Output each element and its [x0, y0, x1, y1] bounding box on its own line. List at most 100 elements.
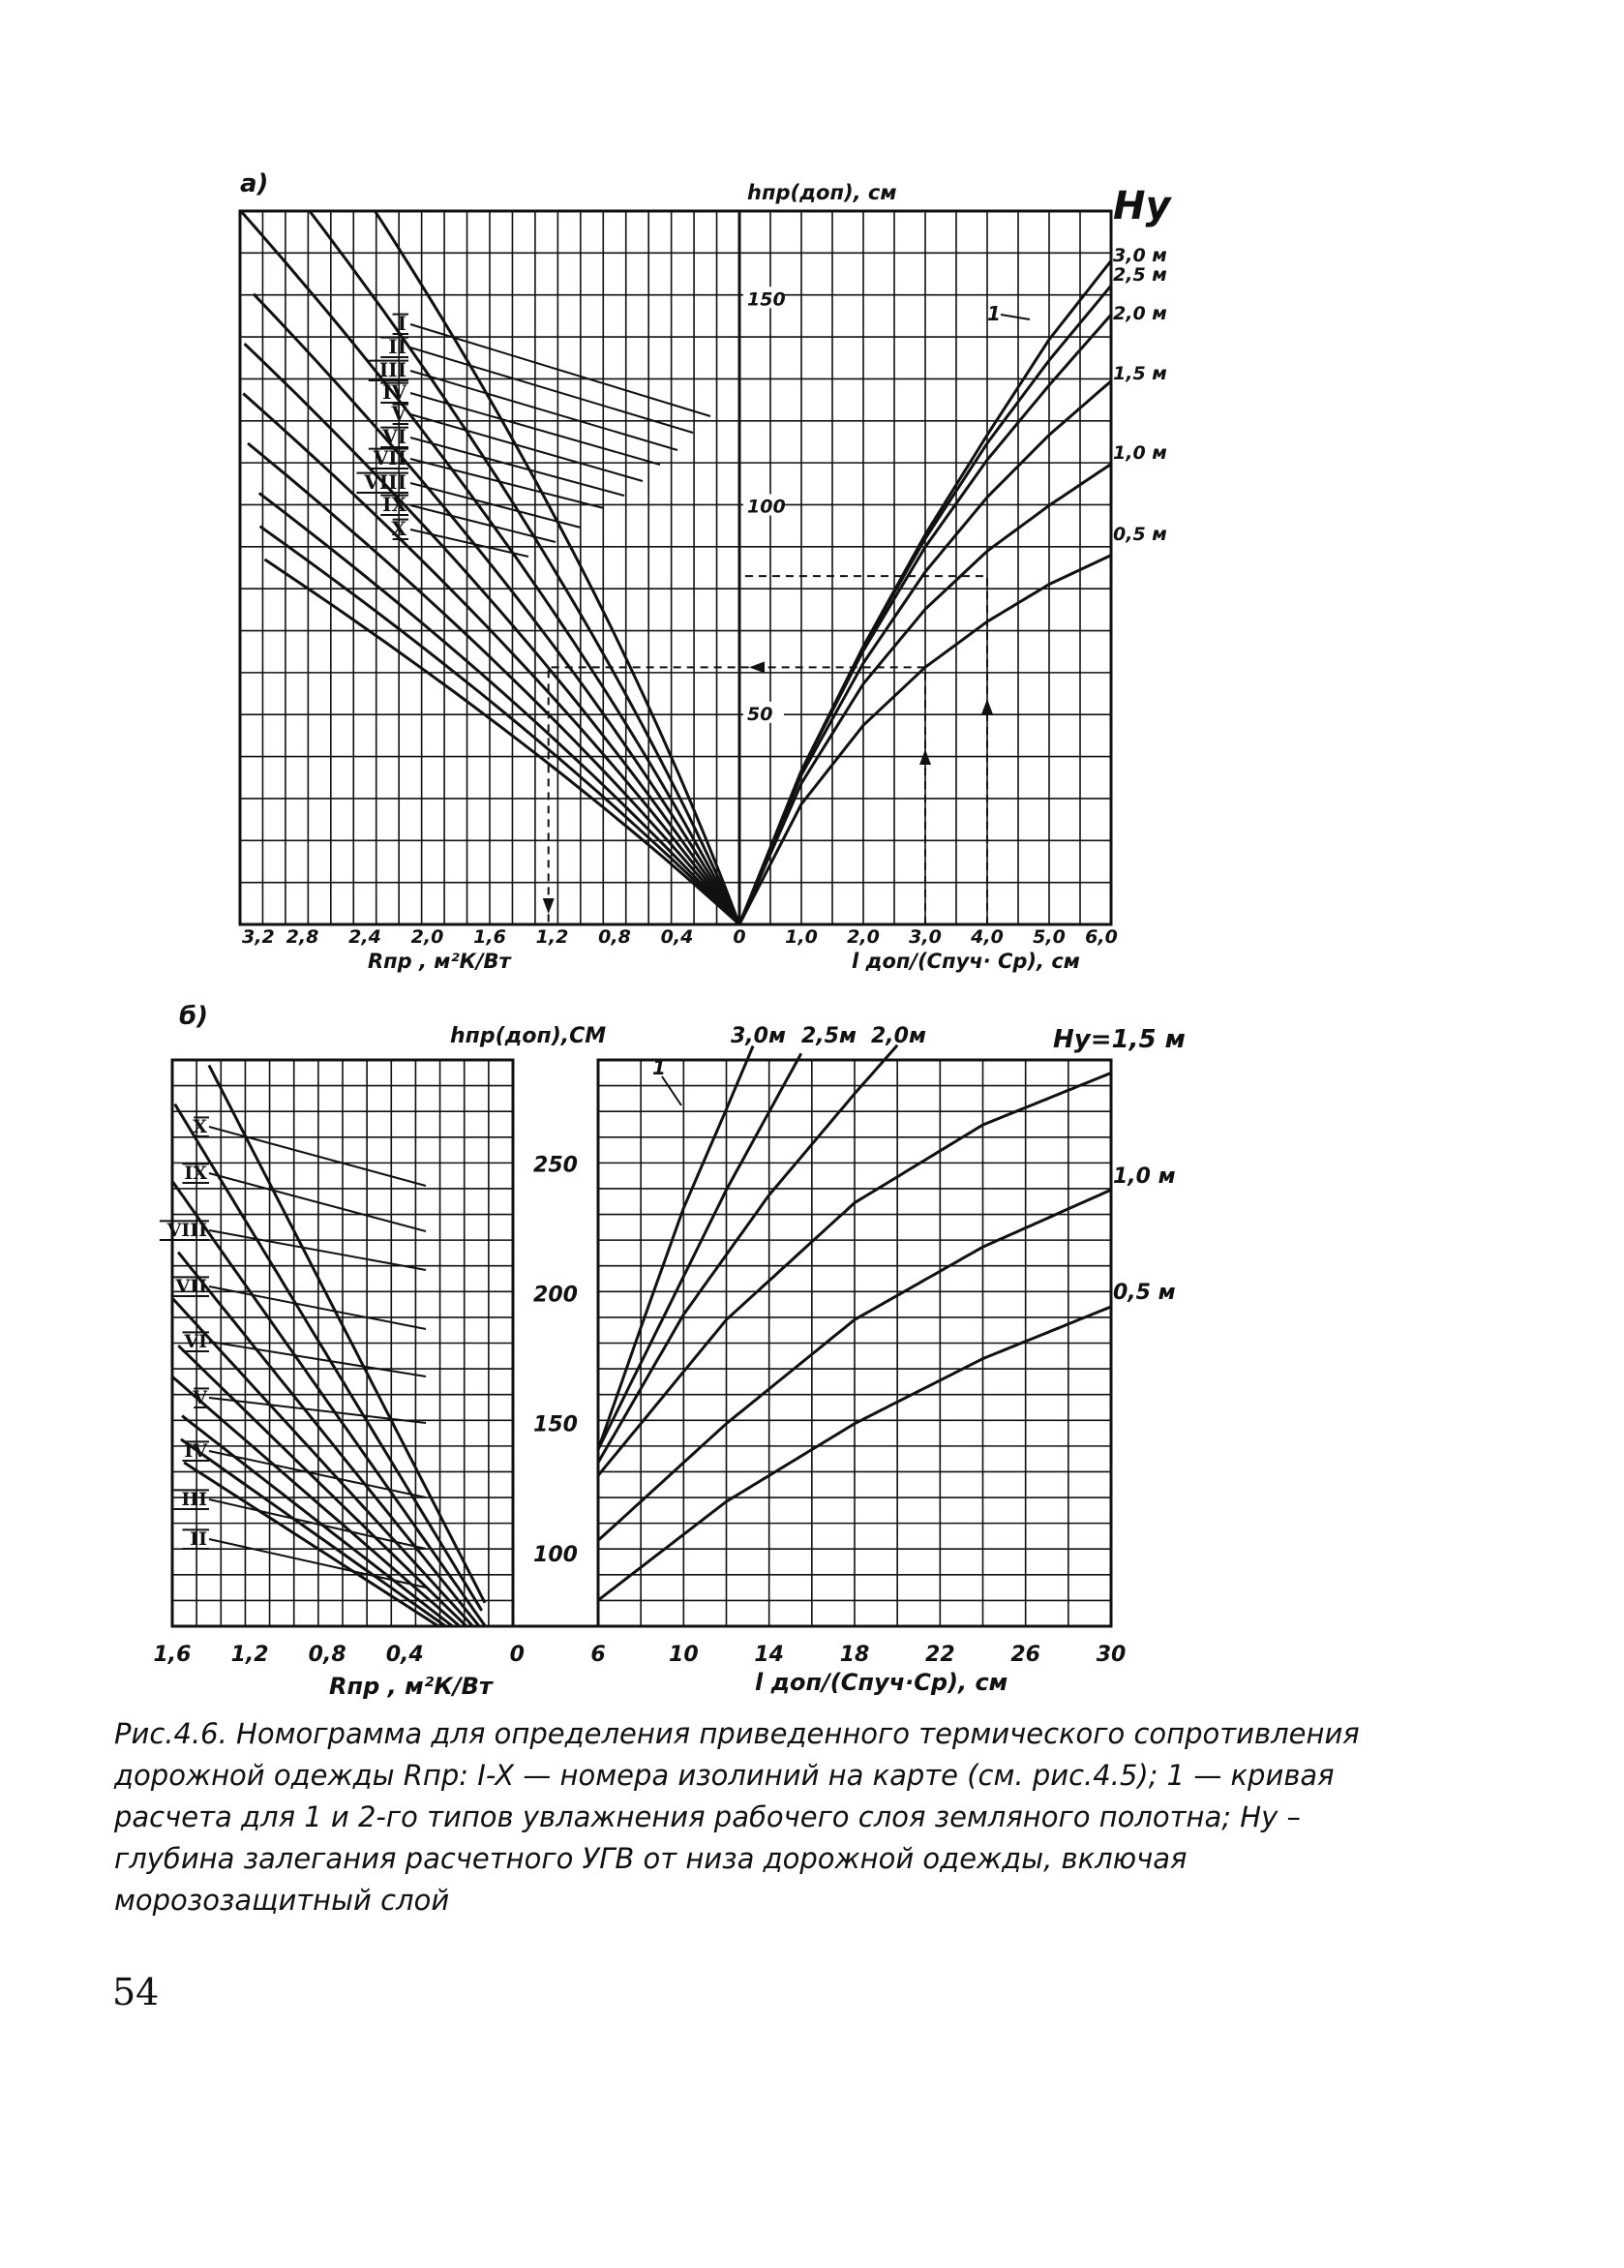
- panel-a-hy-label: Hу: [1113, 184, 1172, 228]
- panel-a-right-x-tick: 5,0: [1033, 926, 1066, 948]
- panel-a-left-x-tick: 3,2: [242, 926, 275, 948]
- panel-a-example-line-2: [739, 575, 988, 924]
- panel-a-isoline: [263, 558, 741, 926]
- panel-a-isoline-leader: [409, 347, 694, 434]
- panel-a-gwl-label: 0,5 м: [1113, 524, 1167, 545]
- panel-a-isoline-label: VI: [381, 425, 406, 448]
- panel-a-example-path: [542, 575, 993, 924]
- panel-a-tick-labels: 150 100 50 3,2 2,8 2,4 2,0 1,6 1,2 0,8 0,4 0 1,0 2,0 3…: [242, 287, 1118, 948]
- panel-b-isoline-leader: [208, 1229, 427, 1271]
- panel-a-isoline-label: IX: [382, 493, 406, 516]
- panel-b: б) hпр(доп),СМ Hу=1,5 м 1,0 м 0,5 м 3,0м 2,…: [154, 1002, 1186, 1700]
- panel-a-right-x-label: l доп/(Спуч· Ср), см: [852, 950, 1080, 973]
- panel-a-left-x-tick: 0,8: [598, 926, 631, 948]
- panel-a-arrow-left: [749, 661, 765, 674]
- panel-b-isoline: [177, 1345, 467, 1628]
- panel-a-frame: [238, 209, 1113, 926]
- panel-b-hy-label: Hу=1,5 м: [1053, 1025, 1186, 1054]
- panel-b-right-x-tick: 22: [925, 1643, 955, 1667]
- panel-b-isoline: [183, 1461, 439, 1628]
- panel-a-h-tick: 50: [747, 704, 772, 725]
- panel-b-isoline-leader: [208, 1341, 427, 1377]
- panel-a-isoline-leader: [409, 323, 711, 417]
- page-number: 54: [112, 1971, 160, 2013]
- panel-b-top-label: 2,5м: [801, 1024, 857, 1048]
- panel-b-isoline-leader: [208, 1285, 427, 1330]
- panel-a-left-x-tick: 1,2: [536, 926, 569, 948]
- panel-a-left-x-tick: 0: [733, 926, 745, 948]
- panel-a-isoline: [257, 492, 741, 926]
- panel-a-h-tick: 150: [747, 288, 786, 310]
- panel-b-left-x-tick: 1,2: [231, 1643, 269, 1667]
- panel-a-gwl-curve: [737, 379, 1112, 925]
- panel-a-isoline-label: X: [391, 517, 406, 540]
- panel-a-h-axis-label: hпр(доп), см: [747, 181, 897, 204]
- panel-b-right-x-tick: 6: [590, 1643, 605, 1667]
- panel-b-h-tick: 200: [533, 1284, 578, 1308]
- panel-b-label: б): [179, 1002, 208, 1031]
- panel-a-arrow-up: [919, 749, 931, 765]
- panel-b-isoline-leader: [208, 1126, 427, 1187]
- panel-a-left-x-tick: 0,4: [661, 926, 694, 948]
- panel-b-left-x-tick: 0,8: [309, 1643, 346, 1667]
- panel-a-isoline: [374, 210, 741, 925]
- panel-a-isoline-leader: [409, 504, 556, 543]
- panel-b-right-x-tick: 18: [840, 1643, 870, 1667]
- panel-a-isoline: [242, 392, 741, 925]
- panel-a-gwl-curve: [737, 314, 1113, 925]
- panel-b-tick-labels: 250 200 150 100 1,6 1,2 0,8 0,4 0 6 10 14 18 22 26 30: [154, 1153, 1127, 1667]
- panel-a-grid: [238, 209, 1113, 926]
- panel-b-gwl-label: 1,0 м: [1113, 1164, 1176, 1189]
- panel-b-isoline-label: IV: [184, 1440, 208, 1462]
- panel-a-isolines: [239, 210, 741, 926]
- panel-a-gwl-curves: 3,0 м2,5 м 2,0 м 1,5 м 1,0 м 0,5 м 1: [737, 245, 1167, 925]
- panel-a-isoline: [252, 292, 741, 925]
- panel-a-isoline-leader: [409, 482, 582, 529]
- panel-b-gwl-curve: [596, 1188, 1112, 1542]
- panel-a-right-x-tick: 4,0: [970, 926, 1004, 948]
- panel-a-arrow-down: [542, 898, 555, 914]
- panel-b-isoline-label: VIII: [166, 1220, 208, 1241]
- panel-b-isoline: [180, 1437, 447, 1628]
- panel-b-isoline-label: VI: [183, 1331, 207, 1352]
- panel-a-tick-bg: [743, 701, 784, 723]
- panel-b-gwl-curve: [596, 1043, 899, 1464]
- panel-b-isoline: [207, 1064, 487, 1604]
- nomogram-figure: а) hпр(доп), см Hу 3,0 м2,5 м2,0 м1,5 м1…: [154, 169, 1186, 1700]
- panel-a-isoline: [239, 210, 741, 925]
- panel-b-left-x-tick: 0,4: [386, 1643, 424, 1667]
- panel-b-top-label: 3,0м: [731, 1024, 786, 1048]
- panel-b-isoline-label: II: [190, 1528, 207, 1550]
- panel-a-isoline-label: II: [388, 335, 406, 358]
- panel-b-isoline: [171, 1297, 474, 1628]
- panel-b-top-label: 2,0м: [871, 1024, 926, 1048]
- panel-b-isoline: [171, 1181, 487, 1627]
- panel-b-left-x-tick: 1,6: [154, 1643, 192, 1667]
- panel-a-isoline: [258, 525, 741, 926]
- panel-a-isoline-leader: [409, 529, 529, 558]
- panel-b-h-axis-label: hпр(доп),СМ: [450, 1024, 606, 1048]
- panel-b-grid: [170, 1058, 1113, 1628]
- panel-a-isoline-label: VIII: [363, 470, 406, 494]
- panel-a-right-x-tick: 3,0: [909, 926, 942, 948]
- panel-b-isoline-leader: [208, 1498, 427, 1550]
- panel-b-h-tick: 150: [533, 1413, 578, 1437]
- panel-a-right-x-tick: 2,0: [847, 926, 880, 948]
- panel-a-isoline-label: V: [390, 402, 406, 425]
- panel-b-isoline: [176, 1251, 481, 1627]
- panel-a-right-x-tick: 6,0: [1085, 926, 1118, 948]
- panel-a-gwl-curve: [737, 463, 1112, 925]
- panel-b-left-x-label: Rпр , м²К/Вт: [329, 1673, 495, 1700]
- panel-b-isoline-leader: [208, 1450, 427, 1498]
- panel-a-tick-bg: [743, 287, 784, 309]
- panel-a-gwl-label: 3,0 м: [1113, 245, 1167, 266]
- panel-a-left-x-label: Rпр , м²К/Вт: [368, 950, 513, 973]
- panel-a-gwl-label: 1,5 м: [1113, 363, 1167, 384]
- panel-a-h-tick: 100: [747, 497, 786, 518]
- panel-a-isoline-label: I: [398, 312, 406, 335]
- panel-b-gwl-label: 0,5 м: [1113, 1281, 1176, 1305]
- panel-a-left-x-tick: 1,6: [473, 926, 506, 948]
- panel-a-label: а): [240, 169, 268, 198]
- panel-b-right-x-tick: 14: [754, 1643, 784, 1667]
